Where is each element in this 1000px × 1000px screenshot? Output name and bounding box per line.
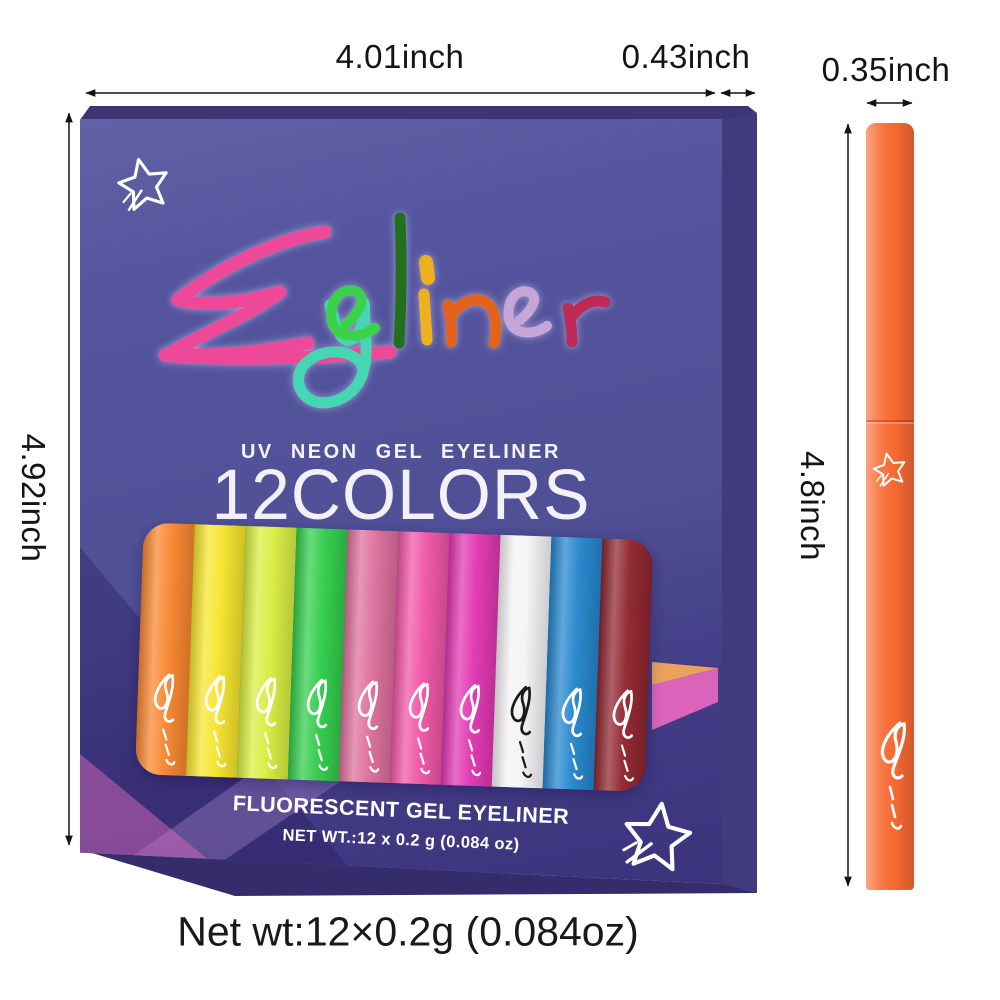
accent-shapes <box>652 662 718 730</box>
star-logo-icon <box>611 792 704 885</box>
pen-swatch <box>491 534 552 789</box>
eyeliner-script-icon <box>601 684 640 790</box>
pens-window <box>134 522 654 792</box>
eyeliner-script-icon <box>397 677 436 783</box>
logo-letter-e2 <box>503 286 552 338</box>
single-eyeliner-pen <box>866 123 914 890</box>
pen-swatch <box>338 529 399 784</box>
pen-swatch <box>542 536 603 791</box>
logo-letter-i <box>418 255 435 346</box>
eyeliner-script-icon <box>448 679 487 785</box>
pen-cap-seam <box>866 420 914 422</box>
box-top-face <box>80 106 757 120</box>
pen-swatch <box>389 531 450 785</box>
pen-swatch <box>287 527 348 782</box>
dimension-label-box-depth: 0.43inch <box>621 38 751 75</box>
accent-triangle-orange <box>652 662 718 685</box>
logo-letter-e1 <box>326 285 380 341</box>
eyeliner-logo <box>158 212 611 409</box>
box-side-face <box>722 113 757 893</box>
dimension-label-pen-diameter: 0.35inch <box>821 51 951 88</box>
eyeliner-script-icon <box>550 683 589 789</box>
eyeliner-script-icon <box>194 670 233 776</box>
eyeliner-script-icon <box>870 711 910 843</box>
pen-swatch <box>134 522 195 776</box>
pen-swatch <box>185 524 246 778</box>
eyeliner-script-icon <box>346 675 385 781</box>
pen-swatch <box>236 525 297 780</box>
pen-swatch <box>440 532 501 787</box>
eyeliner-script-icon <box>245 672 284 778</box>
net-weight-caption: Net wt:12×0.2g (0.084oz) <box>177 908 639 955</box>
star-logo-icon <box>866 446 913 493</box>
eyeliner-script-icon <box>143 668 182 774</box>
logo-letter-r <box>562 295 611 348</box>
logo-letter-l <box>393 212 407 349</box>
eyeliner-script-icon <box>295 674 334 780</box>
logo-letter-n <box>442 294 502 349</box>
pen-swatch <box>593 538 654 792</box>
accent-parallelogram-pink <box>652 668 718 730</box>
eyeliner-script-icon <box>499 681 538 787</box>
dimension-label-pen-length: 4.8inch <box>794 451 831 561</box>
box-front-face: UV NEON GEL EYELINER 12COLORS <box>80 119 722 884</box>
dimension-label-box-width: 4.01inch <box>335 38 465 75</box>
dimension-label-box-height: 4.92inch <box>15 433 52 563</box>
box-headline: 12COLORS <box>211 456 591 535</box>
box-subtitle: UV NEON GEL EYELINER <box>240 441 561 463</box>
